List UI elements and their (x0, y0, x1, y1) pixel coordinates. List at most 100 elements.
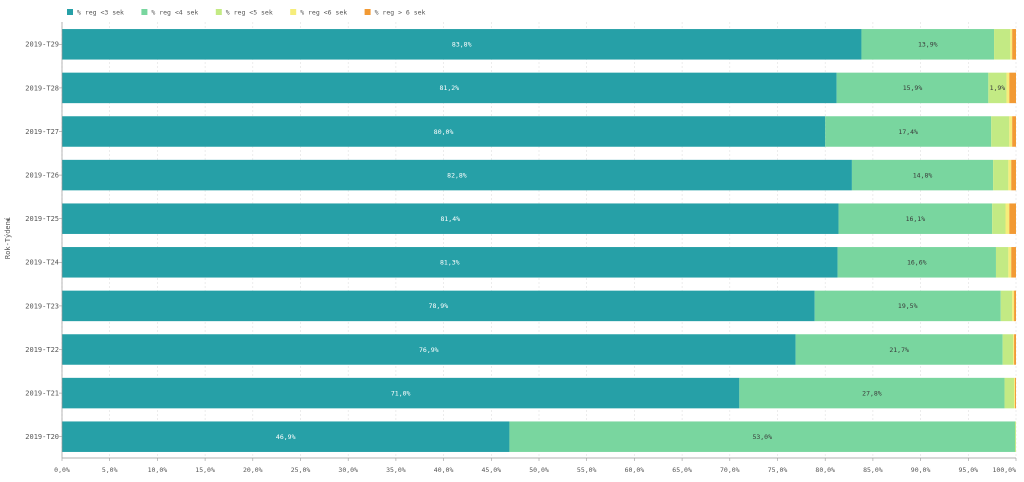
bar-segment-0[interactable] (62, 247, 838, 278)
value-tick-label: 55,0% (577, 466, 597, 474)
data-label: 27,8% (862, 389, 882, 397)
data-label: 78,9% (429, 302, 449, 310)
data-label: 80,0% (434, 128, 454, 136)
bar-segment-0[interactable] (62, 377, 740, 409)
bar-segment-4[interactable] (1011, 247, 1016, 278)
data-label: 16,6% (907, 259, 927, 267)
category-label[interactable]: 2019-T22 (25, 346, 59, 354)
value-tick-label: 60,0% (625, 466, 645, 474)
legend-swatch-1[interactable] (141, 9, 148, 15)
bar-segment-1[interactable] (851, 159, 994, 191)
value-tick-label: 15,0% (195, 466, 215, 474)
bar-segment-4[interactable] (1014, 334, 1016, 365)
category-label[interactable]: 2019-T25 (25, 215, 59, 223)
legend-label-1[interactable]: % reg <4 sek (151, 9, 198, 17)
bar-segment-4[interactable] (1012, 116, 1016, 147)
data-label: 83,8% (452, 41, 472, 49)
bar-segment-0[interactable] (62, 203, 839, 234)
legend-swatch-2[interactable] (215, 9, 222, 15)
bar-segment-3[interactable] (1008, 159, 1012, 191)
bar-segment-4[interactable] (1009, 203, 1016, 234)
bar-segment-0[interactable] (62, 29, 862, 60)
data-label: 76,9% (419, 346, 439, 354)
data-label: 46,9% (276, 433, 296, 441)
bar-segment-0[interactable] (62, 421, 510, 452)
category-label[interactable]: 2019-T29 (25, 41, 59, 49)
bar-segment-2[interactable] (993, 159, 1009, 191)
value-tick-label: 40,0% (434, 466, 454, 474)
bar-segment-0[interactable] (62, 116, 826, 147)
legend-label-2[interactable]: % reg <5 sek (226, 9, 273, 17)
bar-segment-2[interactable] (991, 116, 1010, 147)
bar-segment-3[interactable] (1005, 203, 1010, 234)
bar-segment-3[interactable] (1009, 116, 1013, 147)
bar-segment-3[interactable] (1006, 72, 1010, 104)
category-label[interactable]: 2019-T24 (25, 259, 59, 267)
bar-segment-3[interactable] (1012, 290, 1015, 322)
data-label: 82,8% (447, 171, 467, 179)
value-tick-label: 80,0% (815, 466, 835, 474)
bar-segment-0[interactable] (62, 334, 796, 365)
bar-segment-2[interactable] (992, 203, 1006, 234)
value-tick-label: 65,0% (672, 466, 692, 474)
data-label: 71,0% (391, 389, 411, 397)
bar-segment-1[interactable] (795, 334, 1003, 365)
category-label[interactable]: 2019-T20 (25, 433, 59, 441)
bar-segment-3[interactable] (1013, 334, 1015, 365)
legend-swatch-3[interactable] (290, 9, 297, 15)
data-label: 53,0% (752, 433, 772, 441)
chart-legend[interactable]: % reg <3 sek % reg <4 sek % reg <5 sek % re… (67, 9, 426, 17)
bar-segment-1[interactable] (825, 116, 992, 147)
category-label[interactable]: 2019-T26 (25, 172, 59, 180)
bar-segment-4[interactable] (1015, 377, 1016, 409)
bar-segment-1[interactable] (837, 247, 996, 278)
category-label[interactable]: 2019-T28 (25, 84, 59, 92)
legend-label-4[interactable]: % reg > 6 sek (375, 9, 426, 17)
category-label[interactable]: 2019-T23 (25, 302, 59, 310)
legend-swatch-0[interactable] (67, 9, 73, 15)
y-axis-title[interactable]: Rok-Týdení (4, 217, 12, 259)
bar-segment-1[interactable] (838, 203, 993, 234)
legend-label-0[interactable]: % reg <3 sek (77, 9, 124, 17)
bar-segment-4[interactable] (1014, 290, 1016, 322)
y-axis-menu-icon[interactable]: ▼ (6, 218, 12, 221)
value-tick-label: 95,0% (959, 466, 979, 474)
data-label: 19,5% (898, 302, 918, 310)
bar-segment-3[interactable] (1008, 247, 1012, 278)
value-tick-label: 50,0% (529, 466, 549, 474)
category-label[interactable]: 2019-T21 (25, 390, 59, 398)
category-label[interactable]: 2019-T27 (25, 128, 59, 136)
value-tick-label: 10,0% (148, 466, 168, 474)
bar-segment-3[interactable] (1014, 377, 1016, 409)
bar-segment-1[interactable] (836, 72, 989, 104)
bar-segment-0[interactable] (62, 290, 815, 322)
bar-segment-4[interactable] (1012, 29, 1016, 60)
value-tick-label: 0,0% (54, 466, 70, 474)
bar-segment-2[interactable] (1002, 334, 1014, 365)
bar-segment-1[interactable] (814, 290, 1001, 322)
legend-label-3[interactable]: % reg <6 sek (300, 9, 347, 17)
legend-swatch-4[interactable] (364, 9, 371, 15)
data-label: 16,1% (906, 215, 926, 223)
bar-segment-4[interactable] (1009, 72, 1016, 104)
bar-segment-2[interactable] (1000, 290, 1013, 322)
bar-segment-0[interactable] (62, 159, 852, 191)
data-label: 13,9% (918, 41, 938, 49)
bar-segment-2[interactable] (1004, 377, 1015, 409)
bar-segment-2[interactable] (994, 29, 1011, 60)
bar-segment-1[interactable] (739, 377, 1005, 409)
bar-segment-2[interactable] (1015, 421, 1016, 452)
value-tick-label: 35,0% (386, 466, 406, 474)
value-tick-label: 70,0% (720, 466, 740, 474)
bar-segment-0[interactable] (62, 72, 837, 104)
value-tick-label: 90,0% (911, 466, 931, 474)
value-tick-label: 45,0% (482, 466, 502, 474)
category-axis: 2019-T29 2019-T28 2019-T27 2019-T26 2019-T25… (25, 22, 63, 458)
bars: 83,8% 13,9% 81,2% 15,9% 1,9% 80,0% 17,4% 82,8% 1… (62, 29, 1016, 452)
bar-segment-1[interactable] (861, 29, 995, 60)
bar-segment-4[interactable] (1011, 159, 1016, 191)
bar-segment-3[interactable] (1010, 29, 1013, 60)
bar-segment-1[interactable] (509, 421, 1016, 452)
bar-segment-2[interactable] (995, 247, 1009, 278)
bar-segment-2[interactable] (988, 72, 1007, 104)
